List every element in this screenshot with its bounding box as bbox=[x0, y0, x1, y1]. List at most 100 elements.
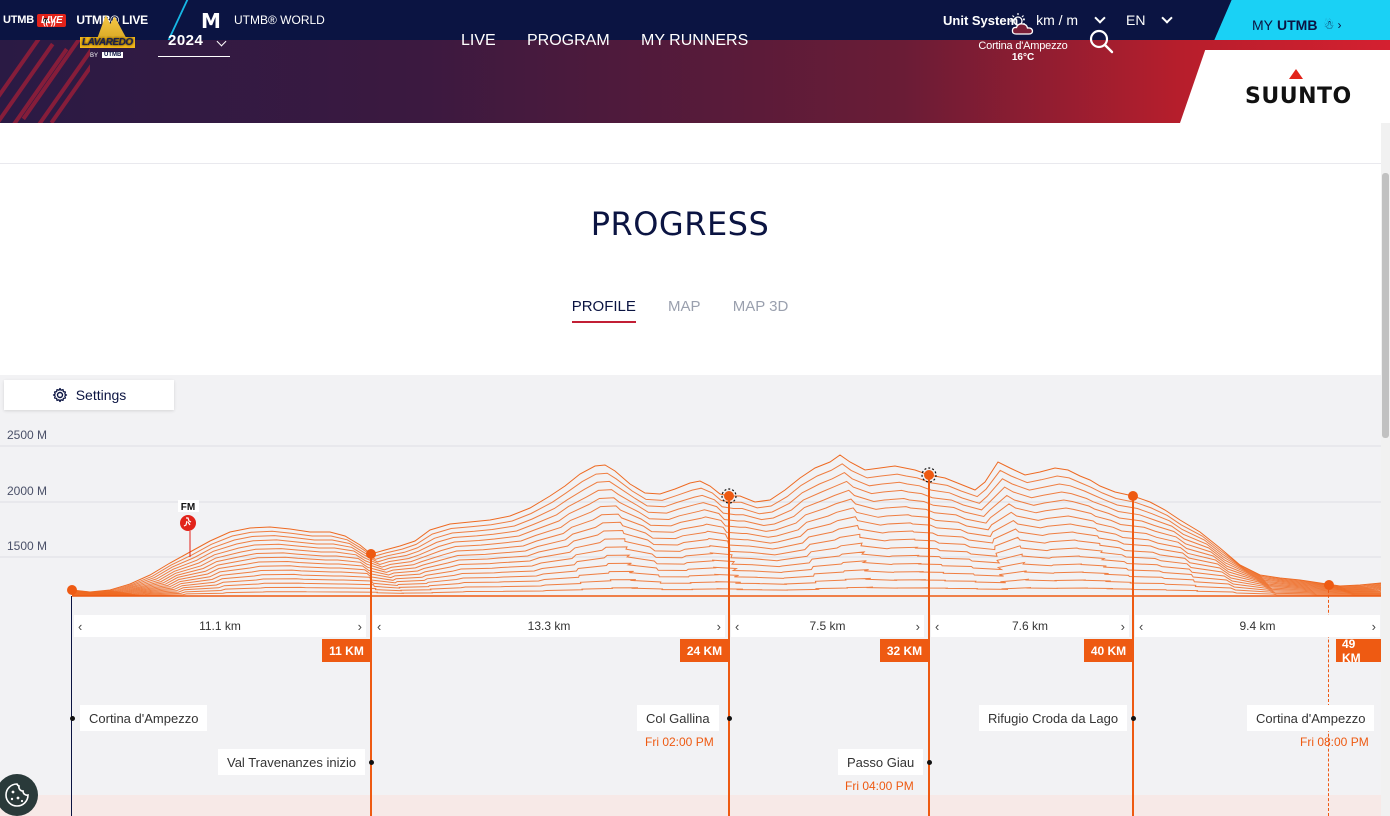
scrollbar-thumb[interactable] bbox=[1382, 173, 1389, 438]
unit-system-selector[interactable]: Unit System : km / m bbox=[943, 11, 1106, 28]
page-title: PROGRESS bbox=[590, 205, 770, 243]
running-figure-icon bbox=[183, 517, 192, 527]
nav-program[interactable]: PROGRAM bbox=[527, 32, 610, 49]
y-axis-label: 2000 M bbox=[7, 484, 48, 498]
checkpoint-marker[interactable] bbox=[1324, 580, 1334, 590]
elevation-ridge-line bbox=[71, 516, 1381, 595]
settings-button[interactable]: Settings bbox=[4, 380, 174, 410]
elevation-ridge-line bbox=[71, 454, 1381, 593]
place-label[interactable]: Col Gallina bbox=[637, 705, 719, 731]
tab-map[interactable]: MAP bbox=[668, 298, 701, 315]
chevron-right-icon[interactable]: › bbox=[1120, 619, 1125, 634]
partly-cloudy-icon bbox=[1010, 13, 1034, 35]
cookie-settings-button[interactable] bbox=[0, 774, 38, 816]
place-eta: Fri 08:00 PM bbox=[1300, 735, 1369, 749]
logo-text: LAVAREDO bbox=[80, 37, 135, 48]
checkpoint-marker-ring bbox=[921, 467, 937, 483]
y-axis-label: 2500 M bbox=[7, 428, 48, 442]
live-badge: LIVE ((•)) bbox=[36, 13, 67, 27]
search-icon[interactable] bbox=[1088, 28, 1114, 54]
chevron-down-icon bbox=[1094, 11, 1106, 24]
elevation-ridge-line bbox=[71, 577, 1381, 597]
language-value: EN bbox=[1126, 12, 1146, 28]
weather-widget: Cortina d'Ampezzo 16°C bbox=[970, 12, 1076, 63]
elevation-ridge-line bbox=[71, 569, 1381, 596]
nav-my-runners[interactable]: MY RUNNERS bbox=[641, 32, 749, 49]
event-header bbox=[0, 40, 1390, 123]
year-selector[interactable]: 2024 bbox=[158, 31, 230, 57]
chevron-left-icon[interactable]: ‹ bbox=[1139, 619, 1144, 634]
weather-city: Cortina d'Ampezzo bbox=[978, 40, 1068, 52]
tab-map-3d[interactable]: MAP 3D bbox=[732, 298, 789, 315]
language-selector[interactable]: EN bbox=[1126, 11, 1174, 28]
decorative-stripes bbox=[0, 40, 90, 123]
elevation-ridge-line bbox=[71, 480, 1381, 594]
my-utmb-brand: UTMB bbox=[1277, 17, 1318, 33]
tab-profile[interactable]: PROFILE bbox=[571, 298, 636, 323]
segment-distance-label: 7.5 km bbox=[809, 619, 846, 633]
my-utmb-prefix: MY bbox=[1252, 17, 1273, 33]
elevation-ridge-line bbox=[71, 489, 1381, 594]
segment-distance[interactable]: ‹ 9.4 km › bbox=[1135, 615, 1380, 637]
chevron-right-icon[interactable]: › bbox=[1371, 619, 1376, 634]
chevron-down-icon bbox=[216, 36, 227, 47]
place-label[interactable]: Cortina d'Ampezzo bbox=[80, 705, 208, 731]
segment-distance-label: 11.1 km bbox=[199, 619, 241, 633]
segment-distance[interactable]: ‹ 7.6 km › bbox=[931, 615, 1129, 637]
checkpoint-km-badge: 11 KM bbox=[322, 639, 371, 662]
place-label[interactable]: Val Travenanzes inizio bbox=[218, 749, 366, 775]
nav-live[interactable]: LIVE bbox=[461, 32, 496, 49]
broadcast-icon: ((•)) bbox=[42, 17, 56, 27]
page-scrollbar[interactable] bbox=[1381, 123, 1390, 816]
elevation-ridge-lines bbox=[71, 454, 1381, 597]
sponsor-panel bbox=[1180, 50, 1390, 123]
utmb-world-link[interactable]: UTMB® WORLD bbox=[234, 13, 325, 27]
utmb-live-link[interactable]: UTMB LIVE ((•)) UTMB® LIVE bbox=[3, 13, 148, 27]
runner-initials: FM bbox=[181, 502, 195, 513]
utmb-world-m-icon[interactable]: M bbox=[201, 9, 221, 33]
elevation-ridge-line bbox=[71, 586, 1381, 597]
place-dot bbox=[70, 716, 75, 721]
checkpoint-marker[interactable] bbox=[67, 585, 77, 595]
segment-distance[interactable]: ‹ 7.5 km › bbox=[731, 615, 924, 637]
checkpoint-line bbox=[1328, 585, 1329, 816]
sponsor-logo[interactable]: SUUNTO bbox=[1245, 84, 1352, 109]
chevron-right-icon[interactable]: › bbox=[716, 619, 721, 634]
segment-distance[interactable]: ‹ 11.1 km › bbox=[74, 615, 366, 637]
runner-marker[interactable]: FM bbox=[178, 500, 199, 557]
segment-distance-label: 13.3 km bbox=[527, 619, 571, 633]
weather-temperature: 16°C bbox=[1011, 52, 1035, 63]
chevron-right-icon[interactable]: › bbox=[357, 619, 362, 634]
chevron-left-icon[interactable]: ‹ bbox=[78, 619, 83, 634]
logo-utmb: UTMB bbox=[102, 52, 124, 58]
elevation-ridge-line bbox=[71, 472, 1381, 594]
chevron-left-icon[interactable]: ‹ bbox=[735, 619, 740, 634]
place-label[interactable]: Passo Giau bbox=[838, 749, 924, 775]
place-eta: Fri 04:00 PM bbox=[845, 779, 914, 793]
year-value: 2024 bbox=[168, 32, 204, 49]
chevron-left-icon[interactable]: ‹ bbox=[377, 619, 382, 634]
lavaredo-logo[interactable]: LAVAREDO BY UTMB bbox=[80, 15, 136, 63]
chevron-down-icon bbox=[1161, 11, 1174, 24]
checkpoint-km-badge: 32 KM bbox=[880, 639, 929, 662]
place-dot bbox=[369, 760, 374, 765]
elevation-profile-chart[interactable]: FM bbox=[0, 375, 1381, 605]
checkpoint-km-badge: 49 KM bbox=[1336, 637, 1381, 665]
chevron-left-icon[interactable]: ‹ bbox=[935, 619, 940, 634]
checkpoint-line bbox=[370, 554, 372, 816]
runner-label-bg bbox=[178, 500, 199, 512]
segment-distance-label: 7.6 km bbox=[1011, 619, 1048, 633]
runner-arrow-icon: ☃ › bbox=[1323, 18, 1342, 32]
place-dot bbox=[727, 716, 732, 721]
gear-icon bbox=[52, 387, 67, 403]
elevation-ridge-line bbox=[71, 507, 1381, 595]
place-dot bbox=[927, 760, 932, 765]
top-bar: UTMB LIVE ((•)) UTMB® LIVE M UTMB® WORLD … bbox=[0, 0, 1390, 44]
y-axis-label: 1500 M bbox=[7, 539, 48, 553]
segment-distance[interactable]: ‹ 13.3 km › bbox=[373, 615, 725, 637]
place-label[interactable]: Cortina d'Ampezzo bbox=[1247, 705, 1375, 731]
chevron-right-icon[interactable]: › bbox=[915, 619, 920, 634]
place-label[interactable]: Rifugio Croda da Lago bbox=[979, 705, 1128, 731]
elevation-ridge-line bbox=[71, 542, 1381, 596]
checkpoint-line bbox=[71, 596, 72, 816]
